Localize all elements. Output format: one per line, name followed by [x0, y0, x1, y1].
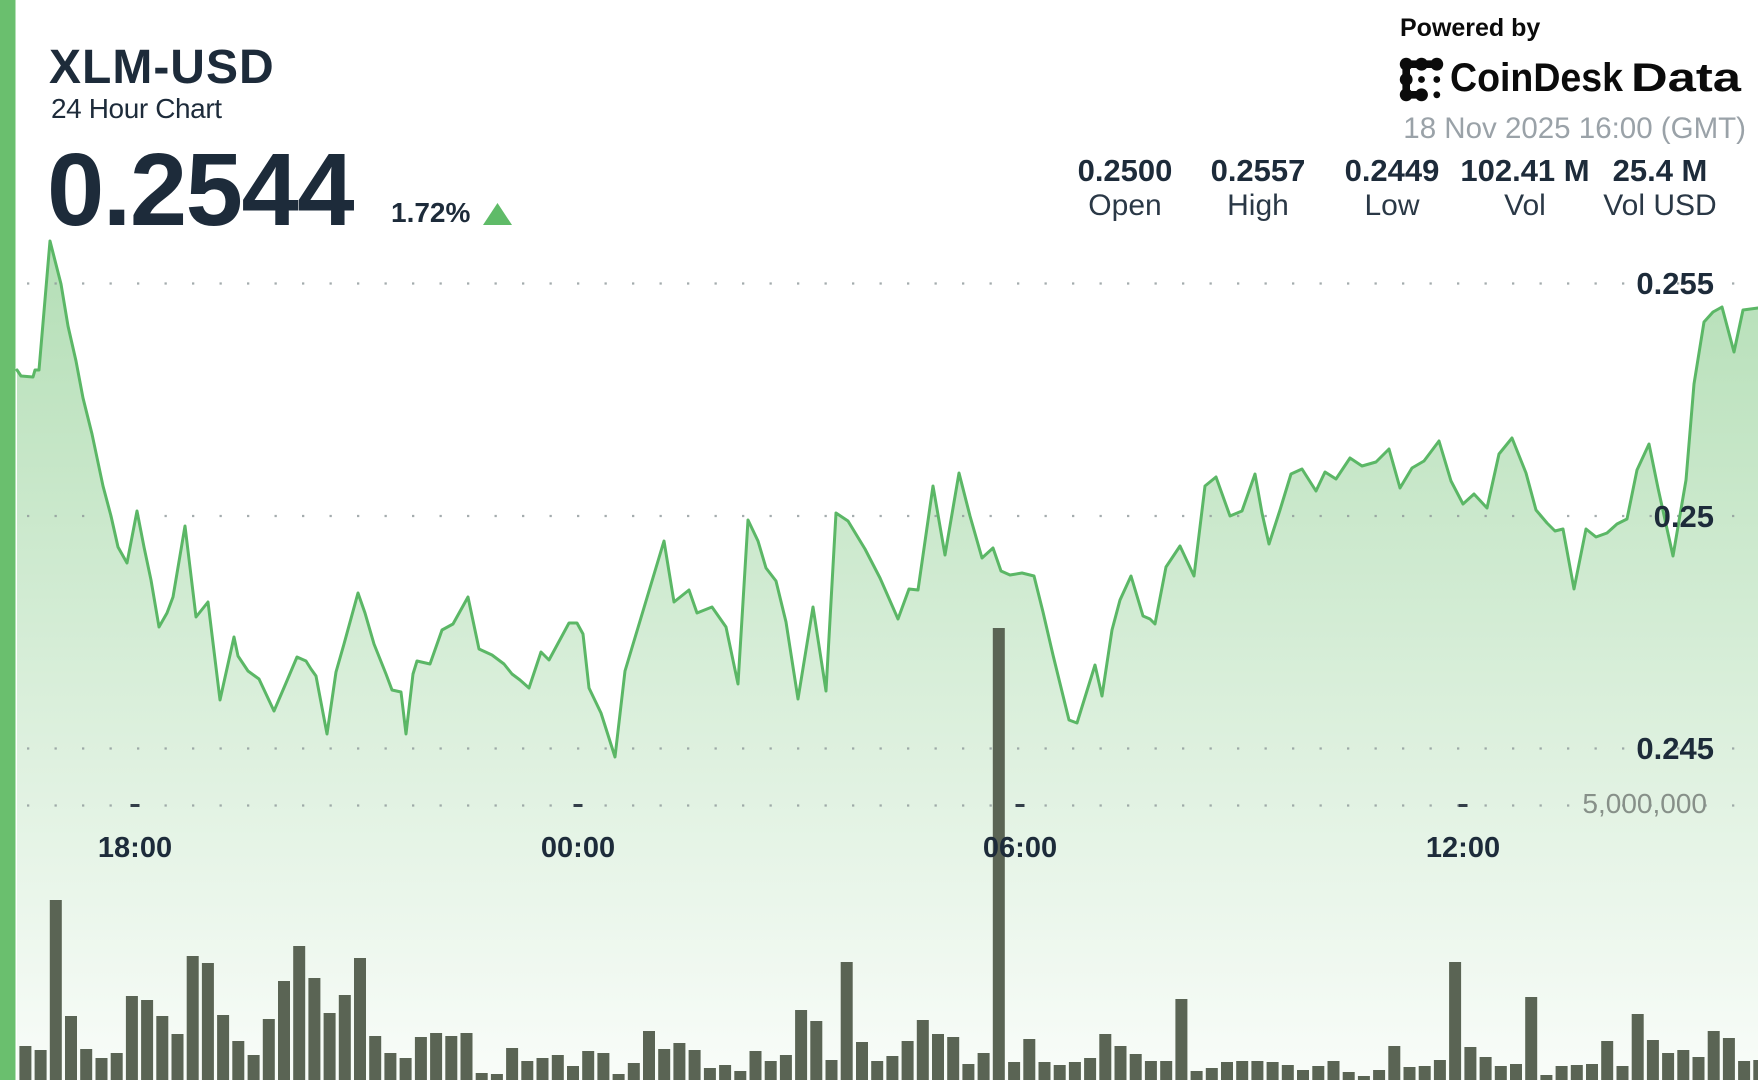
svg-text:0.245: 0.245: [1636, 731, 1714, 766]
svg-text:06:00: 06:00: [983, 832, 1057, 864]
svg-text:00:00: 00:00: [541, 832, 615, 864]
svg-text:High: High: [1227, 189, 1289, 222]
svg-text:0.2557: 0.2557: [1211, 153, 1306, 188]
svg-text:12:00: 12:00: [1426, 832, 1500, 864]
svg-text:Powered by: Powered by: [1400, 14, 1540, 42]
svg-text:Vol: Vol: [1504, 189, 1546, 222]
svg-text:0.2544: 0.2544: [47, 132, 354, 247]
svg-text:0.255: 0.255: [1636, 266, 1714, 301]
svg-text:18:00: 18:00: [98, 832, 172, 864]
svg-text:0.2500: 0.2500: [1078, 153, 1173, 188]
svg-text:5,000,000: 5,000,000: [1582, 788, 1707, 819]
svg-text:1.72%: 1.72%: [391, 197, 470, 228]
svg-text:Vol USD: Vol USD: [1603, 189, 1716, 222]
svg-text:102.41 M: 102.41 M: [1460, 153, 1589, 188]
svg-text:25.4 M: 25.4 M: [1613, 153, 1708, 188]
svg-text:0.2449: 0.2449: [1345, 153, 1440, 188]
svg-text:XLM-USD: XLM-USD: [49, 41, 275, 94]
svg-text:Low: Low: [1364, 189, 1419, 222]
svg-text:Open: Open: [1088, 189, 1161, 222]
svg-text:24 Hour Chart: 24 Hour Chart: [51, 93, 222, 124]
svg-text:Data: Data: [1631, 56, 1742, 100]
svg-text:0.25: 0.25: [1654, 499, 1714, 534]
svg-text:18 Nov 2025 16:00 (GMT): 18 Nov 2025 16:00 (GMT): [1403, 112, 1746, 145]
svg-text:CoinDesk: CoinDesk: [1450, 56, 1624, 100]
